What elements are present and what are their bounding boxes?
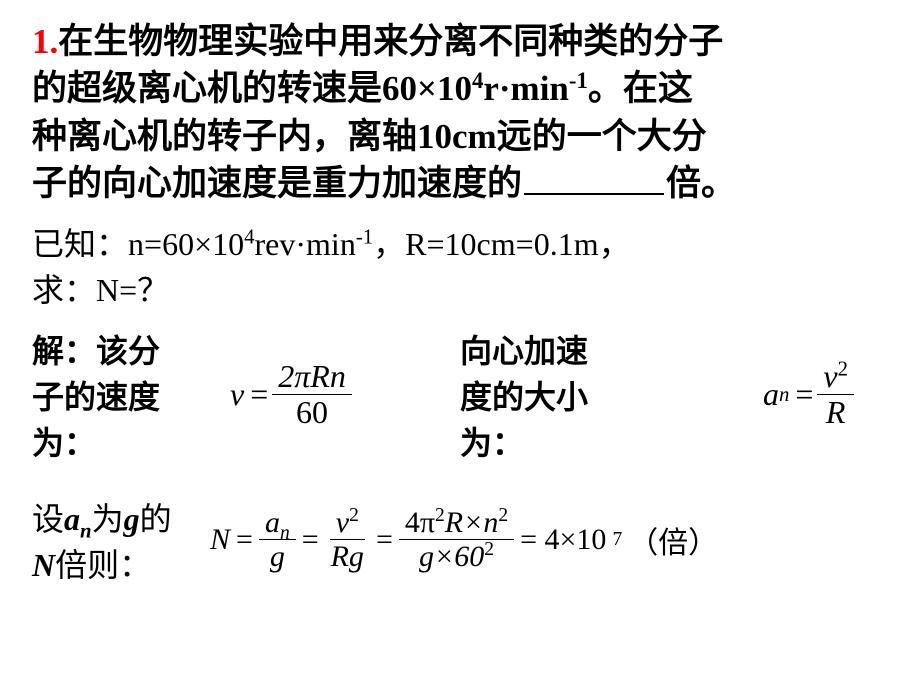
- sol3-l1c: 的: [140, 501, 172, 537]
- sol3-g: g: [124, 501, 140, 537]
- given-R: R=10cm=0.1m: [405, 226, 598, 262]
- slide-page: 1.在生物物理实验中用来分离不同种类的分子 的超级离心机的转速是60×104r·…: [0, 0, 920, 586]
- problem-number: 1.: [32, 22, 58, 61]
- sol1-label: 解：该分 子的速度 为：: [32, 326, 222, 464]
- sol1-label-l1: 解：该分: [32, 333, 160, 369]
- ask-prefix: 求：: [32, 272, 96, 308]
- sol3-f1d: g: [270, 540, 285, 573]
- sol3-f3de: 2: [484, 539, 494, 560]
- problem-text-4b: 倍。: [666, 164, 736, 203]
- problem-text-3a: 种离心机的转子内，离轴: [32, 117, 417, 156]
- sol1-num: 2πRn: [278, 358, 346, 394]
- distance: 10cm: [417, 117, 497, 156]
- given-n-label: n=60: [128, 226, 194, 262]
- sol1-frac: 2πRn 60: [272, 359, 352, 430]
- sol2-num-exp: 2: [838, 357, 848, 380]
- given-n-unit-a: rev·min: [255, 226, 356, 262]
- rate-unit-exp: -1: [569, 68, 588, 93]
- sol3-eq3: =: [376, 523, 393, 557]
- solution-row-2: 设an为g的 N倍则： N = an g = v2 Rg = 4π2R×n2 g…: [32, 494, 888, 586]
- given-n-exp: 4: [244, 225, 254, 248]
- sol1-label-l2: 子的速度: [32, 379, 160, 415]
- sol3-f3nb: R×n: [445, 506, 499, 539]
- sol3-f2ne: 2: [349, 505, 359, 526]
- sol3-N: N: [210, 523, 230, 557]
- sol3-result-unit: （倍）: [628, 518, 718, 562]
- problem-statement: 1.在生物物理实验中用来分离不同种类的分子 的超级离心机的转速是60×104r·…: [32, 18, 888, 207]
- solution-row-1: 解：该分 子的速度 为： v = 2πRn 60 向心加速 度的大小 为： an…: [32, 326, 888, 464]
- sol3-f1na: a: [265, 506, 280, 539]
- rate-unit-a: r·min: [483, 69, 569, 108]
- sol2-lhs-a: a: [763, 376, 779, 413]
- rate-base: 60×10: [382, 69, 472, 108]
- sol3-f3na: 4π: [405, 506, 435, 539]
- sol2-label-l1: 向心加速: [460, 333, 588, 369]
- sol3-f3ne2: 2: [498, 505, 508, 526]
- sol1-label-l3: 为：: [32, 425, 96, 461]
- given-n-base: 10: [212, 226, 244, 262]
- sol3-f3da: g×60: [419, 540, 484, 573]
- given-prefix: 已知：: [32, 226, 128, 262]
- given-n-unit-exp: -1: [356, 225, 373, 248]
- sol3-f2d: Rg: [331, 540, 364, 573]
- sol3-an-a: a: [64, 501, 80, 537]
- sol2-label: 向心加速 度的大小 为：: [460, 326, 640, 464]
- sol3-f3ne1: 2: [435, 505, 445, 526]
- sol3-result-a: = 4×10: [520, 523, 606, 557]
- sol3-frac3: 4π2R×n2 g×602: [399, 506, 514, 573]
- answer-blank: [524, 161, 664, 195]
- sol1-den: 60: [296, 394, 328, 430]
- sol1-eq: =: [250, 376, 268, 413]
- given-suffix: ，: [599, 226, 631, 262]
- sol2-label-l2: 度的大小: [460, 379, 588, 415]
- sol2-label-l3: 为：: [460, 425, 524, 461]
- problem-text-2b: 。在这: [588, 69, 693, 108]
- sol3-label: 设an为g的 N倍则：: [32, 494, 207, 586]
- problem-text-3b: 远的一个大分: [497, 117, 707, 156]
- sol3-frac1: an g: [259, 506, 296, 573]
- sol3-l1a: 设: [32, 501, 64, 537]
- sol3-l1b: 为: [92, 501, 124, 537]
- sol2-eq: =: [795, 376, 813, 413]
- sol3-eq1: =: [236, 523, 253, 557]
- sol3-eq2: =: [302, 523, 319, 557]
- sol1-formula: v = 2πRn 60: [230, 359, 450, 430]
- sol3-N-label: N: [32, 547, 55, 583]
- sol2-frac: v2 R: [817, 359, 854, 430]
- problem-text-4a: 子的向心加速度是重力加速度的: [32, 164, 522, 203]
- problem-text-1: 在生物物理实验中用来分离不同种类的分子: [58, 22, 723, 61]
- given-block: 已知：n=60×104rev·min-1，R=10cm=0.1m， 求：N=？: [32, 221, 888, 314]
- sol2-formula: an = v2 R: [648, 359, 888, 430]
- sol2-num-v: v: [823, 358, 837, 394]
- rate-exp: 4: [472, 68, 483, 93]
- sol3-frac2: v2 Rg: [325, 506, 370, 573]
- sol2-den: R: [826, 394, 846, 430]
- ask-body: N=？: [96, 272, 169, 308]
- sol3-l2b: 倍则：: [55, 547, 151, 583]
- problem-text-2a: 的超级离心机的转速是: [32, 69, 382, 108]
- given-n-times: ×: [194, 226, 212, 262]
- given-sep: ，: [373, 226, 405, 262]
- sol3-an-sub: n: [80, 519, 92, 542]
- sol3-f2nv: v: [336, 506, 349, 539]
- sol1-lhs: v: [230, 376, 244, 413]
- sol3-eqchain: N = an g = v2 Rg = 4π2R×n2 g×602 = 4×107: [207, 506, 721, 573]
